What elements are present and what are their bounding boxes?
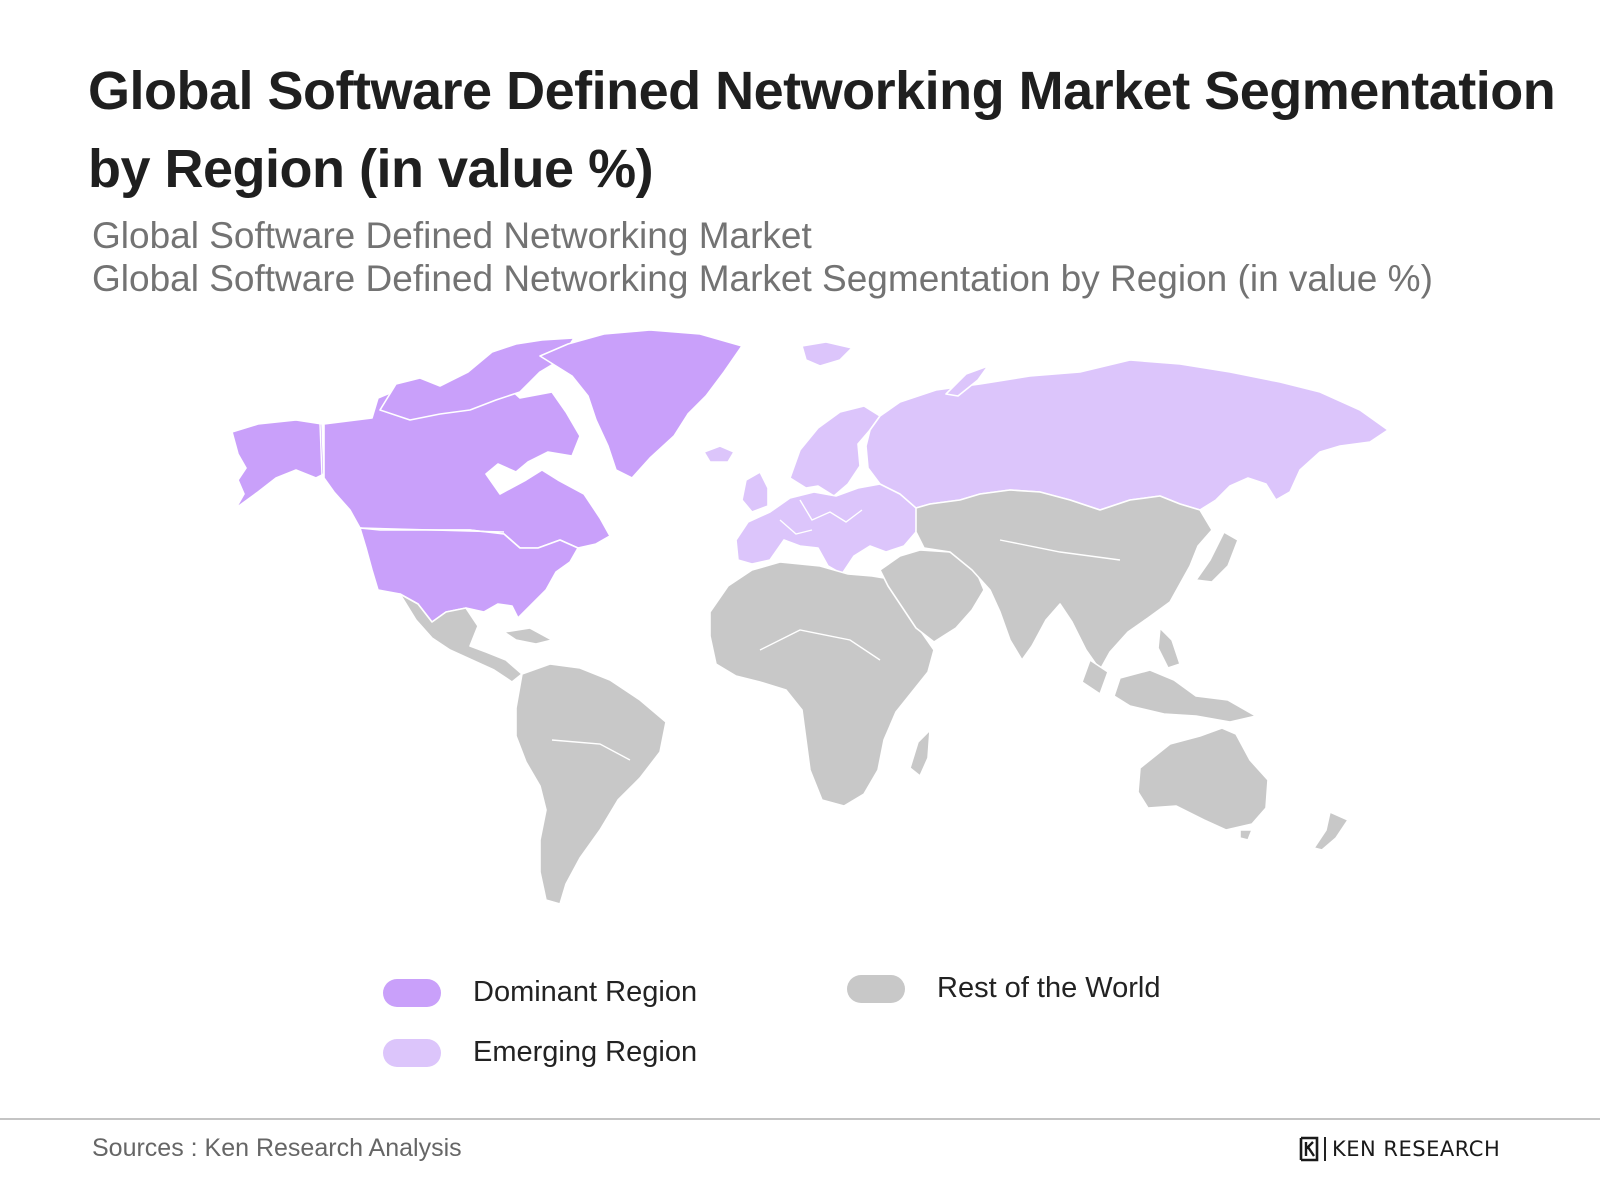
region-rest-of-world xyxy=(399,489,1349,905)
page-title: Global Software Defined Networking Marke… xyxy=(88,61,1556,199)
svalbard-shape xyxy=(801,341,853,367)
new-zealand-shape xyxy=(1313,811,1349,851)
brand-logo: KEN RESEARCH xyxy=(1298,1136,1500,1162)
russia-shape xyxy=(865,359,1389,511)
legend-item-dominant: Dominant Region xyxy=(383,976,697,1009)
australia-shape xyxy=(1137,727,1269,831)
legend-label-dominant: Dominant Region xyxy=(473,976,698,1008)
swatch-rest xyxy=(847,974,905,1003)
world-map xyxy=(0,320,1600,940)
greenland-shape xyxy=(539,329,743,479)
region-europe-russia xyxy=(703,341,1389,575)
madagascar-shape xyxy=(909,729,931,777)
uk-shape xyxy=(741,471,769,513)
japan-shape xyxy=(1195,531,1239,583)
south-america-shape xyxy=(515,663,667,905)
caribbean-shape xyxy=(503,627,553,645)
iceland-shape xyxy=(703,445,735,463)
novaya-zemlya-shape xyxy=(945,365,989,397)
europe-main-shape xyxy=(735,483,919,575)
mexico-central-america-shape xyxy=(399,593,523,683)
source-note: Sources : Ken Research Analysis xyxy=(92,1134,462,1162)
legend-item-emerging: Emerging Region xyxy=(383,1036,697,1069)
brand-separator xyxy=(1324,1137,1326,1161)
tasmania-shape xyxy=(1239,829,1253,841)
philippines-shape xyxy=(1157,627,1181,669)
region-north-america xyxy=(231,329,743,623)
brand-name: KEN RESEARCH xyxy=(1332,1137,1501,1161)
scandinavia-shape xyxy=(789,405,881,497)
alaska-shape xyxy=(231,419,325,509)
middle-east-shape xyxy=(879,549,985,643)
africa-shape xyxy=(709,561,935,807)
legend-item-rest: Rest of the World xyxy=(847,972,1161,1005)
subtitle-segmentation: Global Software Defined Networking Marke… xyxy=(92,258,1433,299)
asia-main-shape xyxy=(915,489,1213,671)
swatch-emerging xyxy=(383,1038,441,1067)
footer-divider xyxy=(0,1118,1600,1120)
swatch-dominant xyxy=(383,978,441,1007)
arctic-islands-shape xyxy=(379,337,575,421)
ken-research-logo-icon xyxy=(1299,1136,1319,1162)
subtitle-market: Global Software Defined Networking Marke… xyxy=(92,215,812,256)
legend-label-rest: Rest of the World xyxy=(937,972,1161,1004)
legend-label-emerging: Emerging Region xyxy=(473,1036,698,1068)
southeast-asia-shape xyxy=(1081,659,1257,723)
